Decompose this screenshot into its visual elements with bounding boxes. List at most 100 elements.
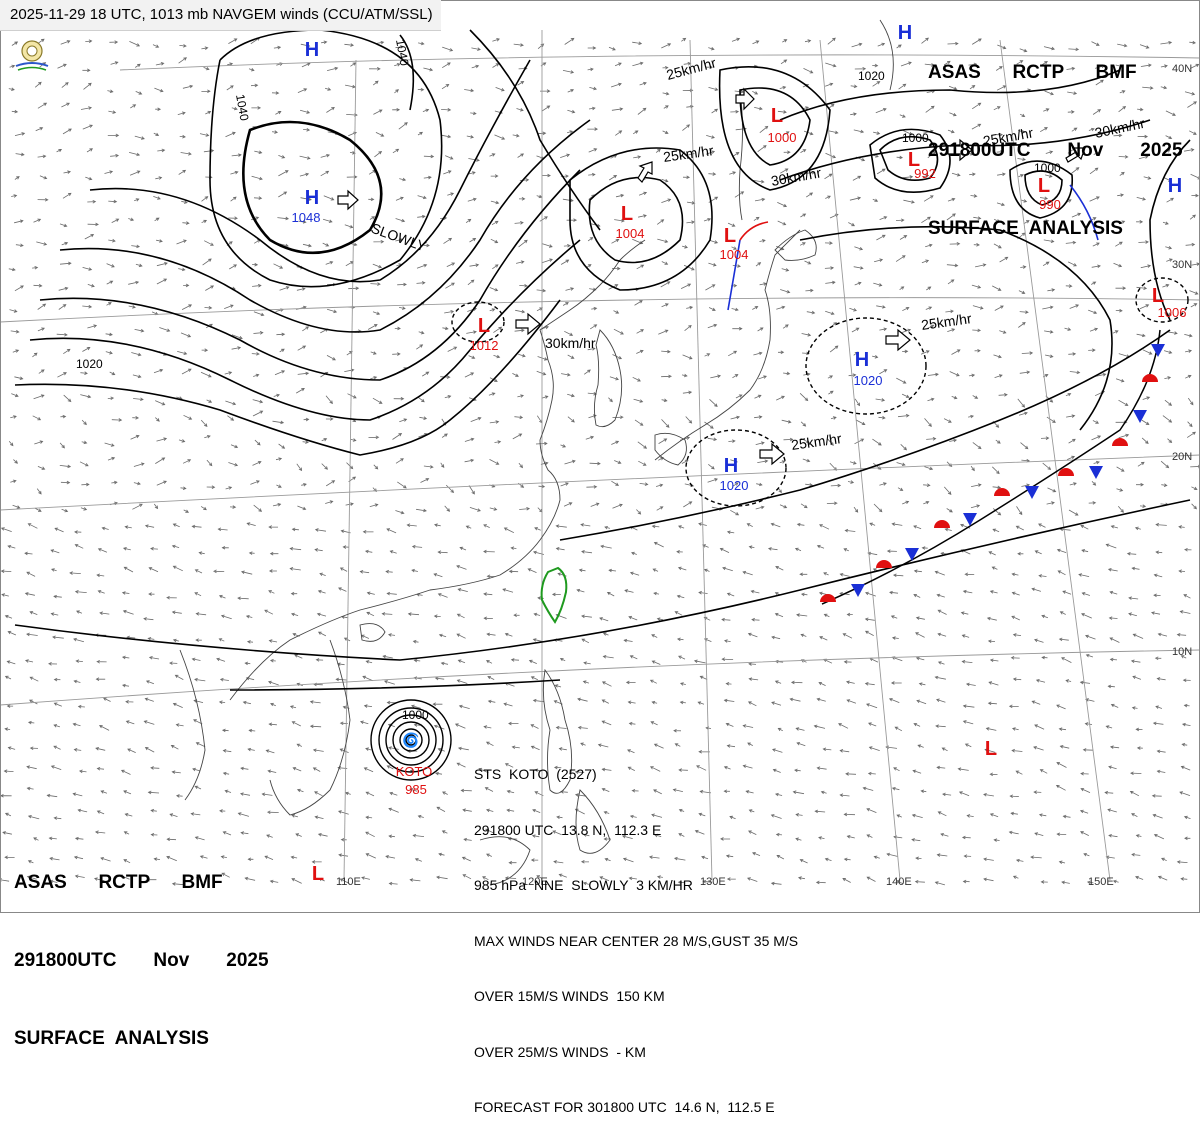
wind-arrow (796, 613, 808, 617)
wind-arrow (508, 569, 519, 574)
motion-label: 25km/hr (920, 310, 973, 333)
wind-arrow (237, 812, 250, 817)
wind-arrow (350, 438, 357, 442)
wind-arrow (278, 155, 286, 159)
wind-arrow (201, 46, 209, 51)
wind-arrow (148, 656, 160, 660)
warm-front-symbol (934, 520, 950, 528)
low-pressure-value: 1004 (616, 226, 645, 241)
wind-arrow (1119, 171, 1125, 176)
wind-arrow (289, 567, 301, 571)
wind-arrow (213, 569, 225, 574)
wind-arrow (416, 344, 424, 350)
wind-arrow (867, 551, 878, 556)
wind-arrow (27, 720, 35, 725)
wind-arrow (1089, 196, 1100, 202)
wind-arrow (489, 459, 500, 465)
wind-arrow (567, 109, 576, 114)
wind-arrow (830, 483, 842, 488)
dashed-ring-low-1006 (1135, 277, 1189, 323)
wind-arrow (178, 57, 187, 64)
wind-arrow (587, 237, 594, 242)
wind-arrow (826, 501, 838, 506)
wind-arrow (560, 153, 571, 158)
wind-arrow (471, 64, 480, 69)
wind-arrow (745, 790, 754, 794)
wind-arrow (148, 592, 155, 596)
wind-arrow (872, 81, 881, 87)
wind-arrow (723, 698, 735, 703)
wind-arrow (322, 242, 330, 247)
wind-arrow (132, 503, 143, 510)
wind-arrow (678, 833, 685, 837)
hokkaido-outline (774, 229, 817, 261)
isobar-ring-998-low (879, 135, 939, 181)
wind-arrow (1109, 657, 1118, 662)
wind-arrow (228, 462, 239, 467)
wind-arrow (178, 267, 186, 272)
wind-arrow (661, 178, 669, 183)
wind-arrow (275, 111, 282, 115)
wind-arrow (339, 567, 348, 572)
wind-arrow (767, 547, 778, 551)
wind-arrow (896, 814, 902, 818)
wind-arrow (814, 809, 826, 814)
wind-arrow (770, 881, 782, 886)
wind-arrow (963, 854, 972, 858)
wind-arrow (872, 198, 879, 202)
wind-arrow (819, 524, 830, 530)
wind-arrow (199, 855, 208, 859)
wind-arrow (445, 282, 455, 289)
wind-arrow (971, 284, 982, 289)
wind-arrow (74, 544, 84, 549)
wind-arrow (102, 697, 111, 702)
wind-arrow (502, 588, 514, 593)
wind-arrow (795, 837, 802, 841)
wind-vector-field (0, 37, 1200, 886)
wind-arrow (655, 483, 664, 488)
wind-arrow (1012, 633, 1022, 637)
wind-arrow (394, 63, 401, 67)
wind-arrow (599, 617, 609, 622)
wind-arrow (61, 508, 69, 513)
wind-arrow (1166, 197, 1175, 203)
wind-arrow (926, 437, 937, 441)
wind-arrow (119, 874, 130, 880)
wind-arrow (554, 684, 562, 688)
typhoon-name-label: KOTO (396, 764, 433, 779)
wind-arrow (1071, 212, 1082, 218)
wind-arrow (776, 855, 785, 860)
wind-arrow (879, 216, 888, 220)
wind-arrow (1071, 127, 1078, 132)
motion-label: 25km/hr (790, 430, 843, 453)
wind-arrow (944, 527, 952, 532)
wind-arrow (709, 239, 719, 244)
wind-arrow (1165, 110, 1176, 116)
wind-arrow (947, 197, 956, 202)
wind-arrow (1176, 633, 1187, 637)
wind-arrow (433, 724, 445, 730)
wind-arrow (1118, 399, 1129, 406)
wind-arrow (992, 528, 1000, 533)
wind-arrow (278, 443, 286, 449)
wind-arrow (423, 243, 430, 248)
isobar-low-1004-ring-1 (588, 176, 684, 264)
wind-arrow (742, 724, 754, 728)
wind-arrow (682, 124, 691, 131)
wind-arrow (143, 720, 155, 725)
wind-arrow (171, 610, 182, 615)
wind-arrow (1126, 552, 1137, 556)
wind-arrow (515, 309, 526, 314)
wind-arrow (267, 769, 277, 774)
wind-arrow (60, 480, 71, 485)
wind-arrow (824, 241, 833, 245)
wind-arrow (777, 202, 788, 208)
wind-arrow (406, 523, 417, 528)
wind-arrow (392, 433, 403, 440)
wind-arrow (251, 352, 260, 356)
wind-arrow (1015, 770, 1023, 775)
wind-arrow (200, 506, 207, 511)
wind-arrow (797, 876, 805, 880)
wind-arrow (1086, 880, 1094, 885)
wind-arrow (59, 223, 68, 228)
